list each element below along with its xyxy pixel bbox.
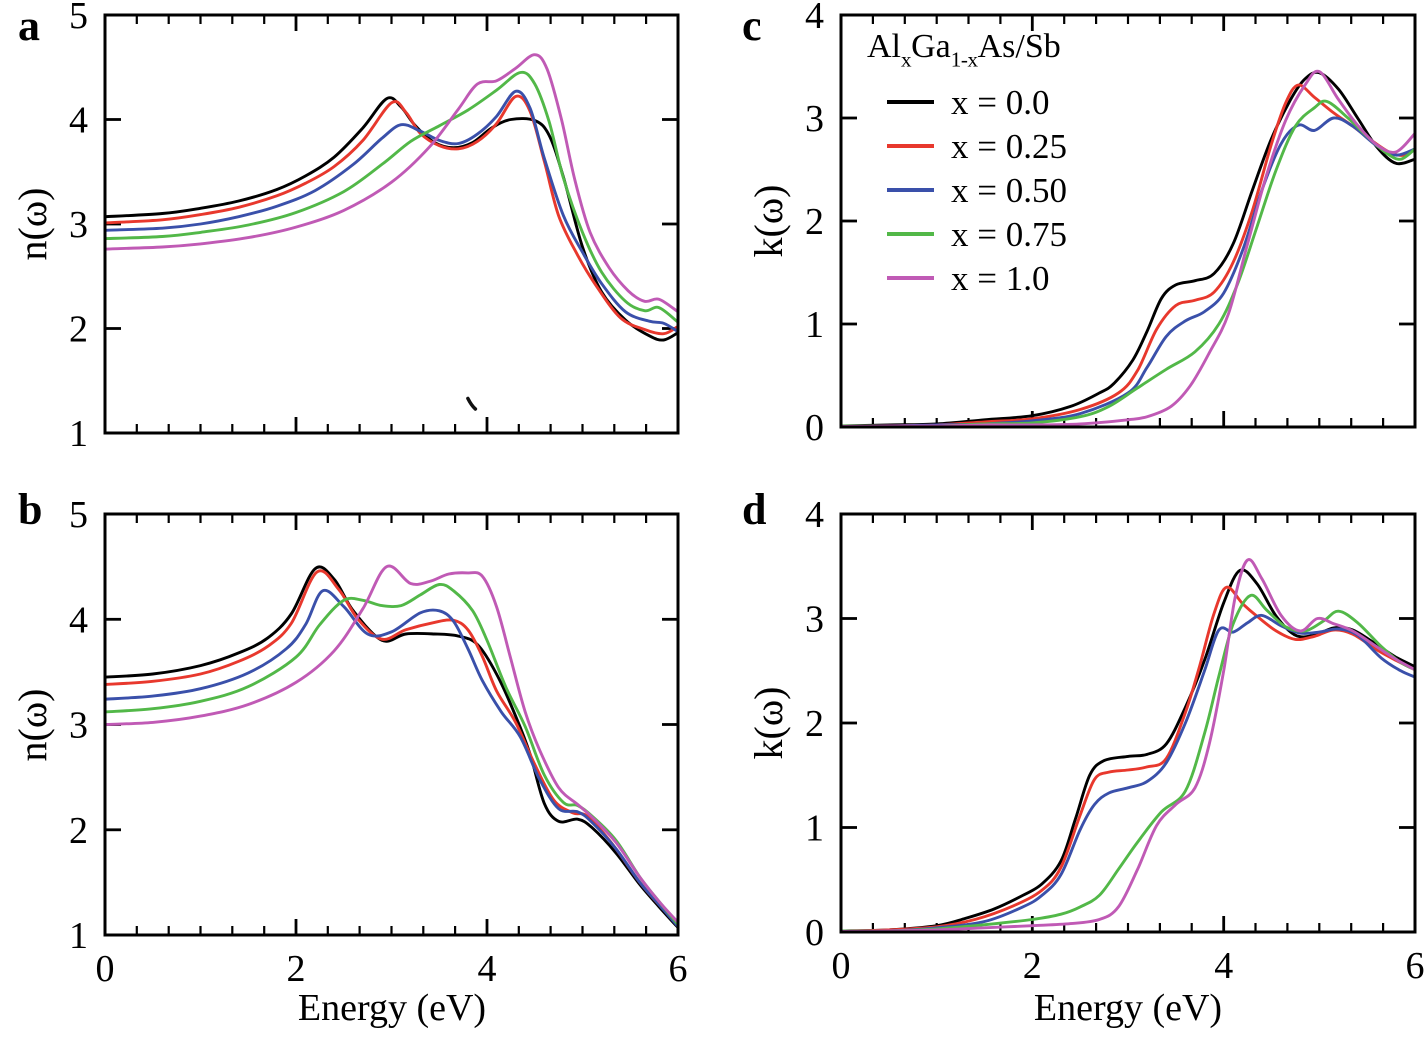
legend-entry-label: x = 1.0 [951, 258, 1050, 298]
y-tick-label: 4 [805, 0, 824, 37]
curves-d [841, 558, 1415, 932]
plot-frame-c [839, 13, 1417, 429]
legend-title-text: As/Sb [977, 28, 1061, 65]
x-tick-label: 6 [1406, 945, 1425, 987]
legend: AlxGa1-xAs/Sb x = 0.0 x = 0.25 x = 0.50 x =… [841, 15, 1191, 300]
curves-c [841, 69, 1415, 427]
y-tick-label: 0 [805, 407, 824, 449]
y-tick-label: 1 [69, 413, 88, 455]
y-tick-label: 1 [69, 915, 88, 957]
curve-d-0.0 [841, 568, 1415, 932]
y-tick-label: 2 [69, 810, 88, 852]
x-tick-label: 0 [832, 945, 851, 987]
tick-labels-a: 1 2 3 4 5 [69, 0, 88, 455]
curve-b-0.50 [105, 588, 678, 929]
legend-swatch-line [887, 100, 934, 105]
legend-entry-label: x = 0.0 [951, 82, 1050, 122]
tick-labels-d: 0 1 2 3 4 0 2 4 6 [805, 494, 1425, 987]
tick-labels-b: 1 2 3 4 5 0 2 4 6 [69, 494, 688, 990]
legend-entry: x = 0.50 [887, 168, 1191, 212]
y-tick-label: 2 [69, 309, 88, 351]
curve-b-0.75 [105, 582, 678, 926]
y-tick-label: 1 [805, 808, 824, 850]
x-axis-title-d: Energy (eV) [1033, 987, 1223, 1029]
legend-entries: x = 0.0 x = 0.25 x = 0.50 x = 0.75 x = 1.0 [841, 80, 1191, 300]
legend-swatch-line [887, 188, 934, 193]
y-tick-label: 3 [69, 705, 88, 747]
curve-d-0.50 [841, 613, 1415, 932]
panel-label-a: a [18, 1, 40, 50]
y-axis-title-c: k(ω) [746, 184, 791, 258]
legend-title-subscript: 1-x [950, 47, 978, 72]
legend-entry: x = 0.75 [887, 212, 1191, 256]
plot-frame-d [839, 512, 1417, 934]
legend-title-subscript: x [901, 47, 912, 72]
curve-b-0.0 [105, 565, 678, 930]
panel-label-b: b [18, 485, 43, 534]
y-tick-label: 0 [805, 912, 824, 954]
curve-a-1.0 [105, 53, 678, 314]
axis-ticks-d [839, 512, 1417, 934]
curve-a-0.50 [105, 89, 678, 334]
panel-label-d: d [742, 485, 767, 534]
y-tick-label: 1 [805, 304, 824, 346]
panel-b: 1 2 3 4 5 0 2 4 6 [69, 494, 688, 990]
x-tick-label: 2 [287, 948, 306, 990]
tick-labels-c: 0 1 2 3 4 [805, 0, 824, 449]
panel-d: 0 1 2 3 4 0 2 4 6 [805, 494, 1425, 987]
legend-entry-label: x = 0.25 [951, 126, 1067, 166]
curves-b [105, 564, 678, 930]
legend-entry-label: x = 0.75 [951, 214, 1067, 254]
panel-a: 1 2 3 4 5 [69, 0, 680, 455]
y-tick-label: 4 [69, 599, 88, 641]
x-tick-label: 4 [478, 948, 497, 990]
legend-title-text: Ga [911, 28, 951, 65]
axis-ticks-b [103, 512, 680, 937]
curve-d-1.0 [841, 558, 1415, 932]
legend-swatch-line [887, 276, 934, 281]
y-tick-label: 2 [805, 201, 824, 243]
curve-a-0.75 [105, 70, 678, 324]
legend-entry: x = 1.0 [887, 256, 1191, 300]
y-axis-title-d: k(ω) [746, 686, 791, 760]
curve-d-0.25 [841, 585, 1415, 932]
legend-title: AlxGa1-xAs/Sb [867, 28, 1191, 72]
y-tick-label: 4 [805, 494, 824, 536]
y-tick-label: 4 [69, 100, 88, 142]
curve-b-0.25 [105, 569, 678, 926]
legend-title-text: Al [867, 28, 901, 65]
curve-c-1.0 [841, 69, 1415, 427]
panel-label-c: c [742, 1, 762, 50]
plot-frame-a [103, 13, 680, 435]
curve-a-0.25 [105, 94, 678, 336]
x-axis-title-b: Energy (eV) [297, 987, 487, 1029]
legend-entry: x = 0.25 [887, 124, 1191, 168]
legend-entry-label: x = 0.50 [951, 170, 1067, 210]
legend-entry: x = 0.0 [887, 80, 1191, 124]
y-tick-label: 3 [805, 599, 824, 641]
plot-frame-b [103, 512, 680, 937]
stray-mark [466, 396, 478, 411]
x-tick-label: 6 [669, 948, 688, 990]
curve-b-1.0 [105, 564, 678, 924]
curve-a-0.0 [105, 96, 678, 342]
y-tick-label: 3 [805, 98, 824, 140]
curve-c-0.0 [841, 70, 1415, 427]
y-tick-label: 3 [69, 204, 88, 246]
panel-c: 0 1 2 3 4 [805, 0, 1417, 449]
y-tick-label: 5 [69, 494, 88, 536]
legend-swatch-line [887, 144, 934, 149]
legend-swatch-line [887, 232, 934, 237]
x-tick-label: 4 [1214, 945, 1233, 987]
curves-a [105, 53, 678, 342]
y-axis-title-b: n(ω) [10, 688, 55, 762]
x-tick-label: 0 [96, 948, 115, 990]
y-tick-label: 5 [69, 0, 88, 37]
curve-d-0.75 [841, 593, 1415, 932]
y-tick-label: 2 [805, 703, 824, 745]
x-tick-label: 2 [1023, 945, 1042, 987]
y-axis-title-a: n(ω) [10, 187, 55, 261]
